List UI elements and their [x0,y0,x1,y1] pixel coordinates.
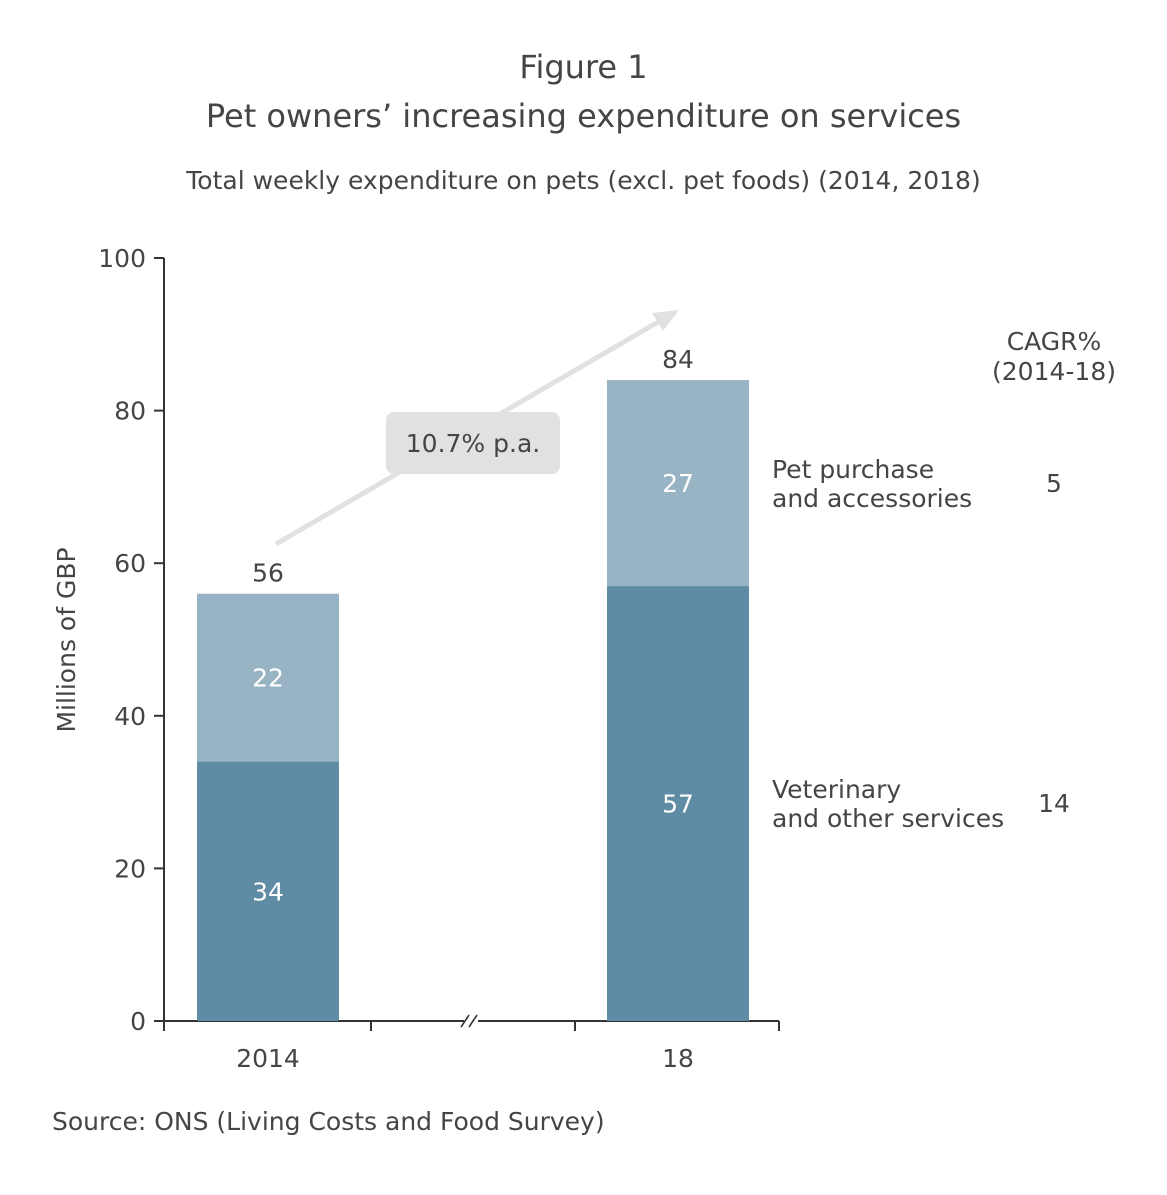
data-label: 27 [662,469,694,498]
data-label: 57 [662,790,694,819]
bar-segment-services [197,761,339,1021]
chart-subtitle: Total weekly expenditure on pets (excl. … [186,166,981,195]
source-note: Source: ONS (Living Costs and Food Surve… [52,1107,605,1136]
series-label-services: and other services [772,804,1004,833]
cagr-header: (2014-18) [992,357,1116,386]
y-tick-label: 80 [114,397,146,426]
series-label-services: Veterinary [772,775,901,804]
series-label-purchase: Pet purchase [772,455,934,484]
series-label-purchase: and accessories [772,484,972,513]
y-tick-label: 60 [114,549,146,578]
y-axis-title: Millions of GBP [52,547,81,732]
data-label: 22 [252,664,284,693]
axis-break-mark [468,1014,478,1028]
growth-callout-text: 10.7% p.a. [406,429,540,458]
growth-callout-box [386,412,560,474]
growth-arrow-head [652,310,679,331]
cagr-value-purchase: 5 [1046,469,1062,498]
bar-segment-purchase [197,593,339,762]
cagr-header: CAGR% [1007,327,1102,356]
y-tick-label: 100 [98,244,146,273]
bar-segment-purchase [607,380,749,587]
y-tick-label: 40 [114,702,146,731]
data-label: 34 [252,877,284,906]
y-tick-label: 0 [130,1007,146,1036]
cagr-value-services: 14 [1038,789,1070,818]
x-tick-label: 2014 [236,1044,300,1073]
bar-total-label: 84 [662,345,694,374]
bar-total-label: 56 [252,559,284,588]
axis-break-mark [460,1014,470,1028]
bar-segment-services [607,586,749,1021]
y-tick-label: 20 [114,854,146,883]
figure-label: Figure 1 [519,48,648,86]
x-tick-label: 18 [662,1044,694,1073]
chart-title: Pet owners’ increasing expenditure on se… [205,97,962,135]
